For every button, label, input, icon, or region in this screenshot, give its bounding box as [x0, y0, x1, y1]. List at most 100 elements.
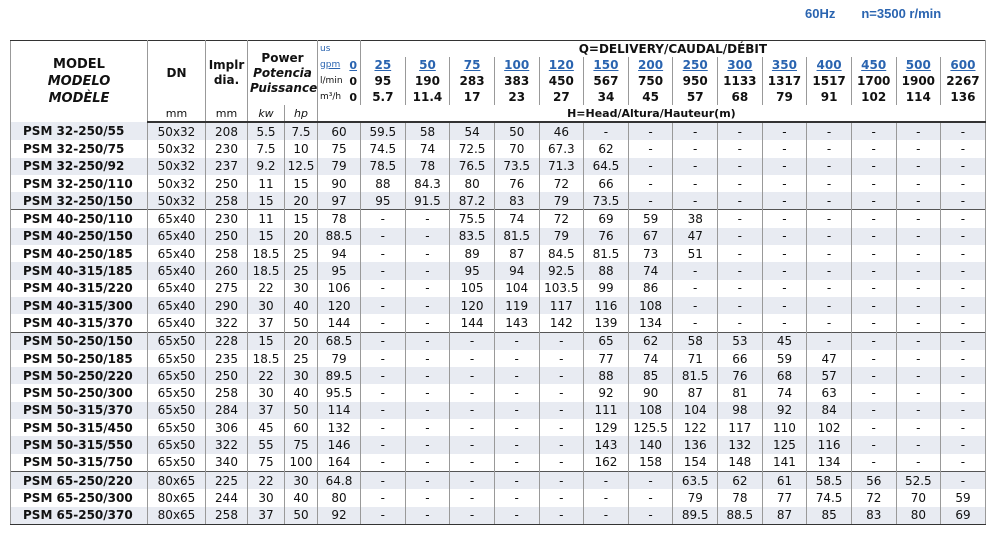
- flow-row: l/min 0 95 190 283 383 450 567 750 950 1133 1317 151…: [11, 73, 986, 89]
- head-value: 74: [627, 349, 674, 368]
- flow-value: 23: [493, 89, 540, 105]
- head-value: 122: [672, 419, 719, 437]
- head-value: 75.5: [449, 209, 495, 228]
- head-value: -: [940, 296, 986, 315]
- head-value: -: [583, 489, 629, 507]
- power-kw: 15: [247, 331, 285, 350]
- head-value: -: [404, 296, 451, 315]
- head-value: -: [404, 314, 451, 333]
- head-value: 87.2: [449, 192, 495, 210]
- power-hp: 20: [283, 227, 319, 246]
- head-value: -: [360, 314, 406, 333]
- head-value: 74.5: [360, 140, 406, 158]
- head-value: 89: [449, 245, 495, 263]
- dn: 65x50: [147, 331, 206, 350]
- head-value: 79: [317, 157, 362, 175]
- head-value: -: [850, 367, 897, 385]
- head-value: -: [895, 262, 942, 280]
- head-value: 69: [583, 209, 629, 228]
- flow-value: 0: [349, 90, 358, 104]
- impeller-dia: 258: [205, 506, 248, 525]
- flow-title: Q=DELIVERY/CAUDAL/DÉBIT: [360, 40, 986, 57]
- head-value: 158: [627, 453, 674, 472]
- flow-value: 200: [627, 57, 674, 73]
- head-value: 143: [583, 436, 629, 454]
- head-value: -: [761, 296, 808, 315]
- head-value: -: [850, 331, 897, 350]
- head-value: 94: [493, 262, 540, 280]
- power-header: Power Potencia Puissance: [246, 40, 319, 105]
- flow-value: 0: [349, 74, 358, 88]
- head-value: -: [360, 506, 406, 525]
- head-value: -: [940, 227, 986, 246]
- pump-row: PSM 50-315/370 65x50 284 37 50 114- - - - -111 108…: [10, 401, 986, 420]
- impeller-dia: 258: [205, 245, 248, 263]
- head-value: -: [850, 227, 897, 246]
- impeller-dia: 237: [205, 157, 248, 175]
- head-value: -: [672, 192, 719, 210]
- head-value: 110: [761, 419, 808, 437]
- power-label: Potencia: [253, 65, 312, 80]
- flow-value: 34: [583, 89, 629, 105]
- impeller-dia: 260: [205, 262, 248, 280]
- flow-value: 45: [627, 89, 674, 105]
- head-value: 80: [449, 174, 495, 193]
- impeller-dia: 275: [205, 279, 248, 297]
- head-value: 76: [717, 367, 763, 385]
- flow-value: 190: [404, 73, 451, 89]
- head-title: H=Head/Altura/Hauteur(m): [317, 105, 986, 123]
- head-value: -: [940, 262, 986, 280]
- head-value: 116: [583, 296, 629, 315]
- model: PSM 40-250/110: [10, 209, 148, 228]
- model: PSM 50-315/550: [10, 436, 148, 454]
- head-value: 144: [317, 314, 362, 333]
- head-value: -: [895, 367, 942, 385]
- head-value: -: [895, 140, 942, 158]
- power-hp: 60: [283, 419, 319, 437]
- head-value: 108: [627, 401, 674, 420]
- model-label: MODÈLE: [48, 91, 110, 106]
- model: PSM 65-250/300: [10, 489, 148, 507]
- head-value: 73.5: [493, 157, 540, 175]
- flow-label-cell: gpm 0: [317, 57, 362, 73]
- impeller-header: Implr dia.: [205, 40, 248, 105]
- flow-label-cell: l/min 0: [317, 73, 362, 89]
- pump-row: PSM 40-315/220 65x40 275 22 30 106- -105 104 103…: [10, 279, 986, 297]
- dn: 65x50: [147, 436, 206, 454]
- head-value: 119: [493, 296, 540, 315]
- head-value: -: [538, 453, 585, 472]
- power-kw: 30: [247, 489, 285, 507]
- head-value: 77: [761, 489, 808, 507]
- head-value: -: [895, 296, 942, 315]
- head-value: -: [761, 262, 808, 280]
- flow-value: 283: [449, 73, 495, 89]
- power-kw: 11: [247, 209, 285, 228]
- head-value: 76.5: [449, 157, 495, 175]
- flow-value: 91: [806, 89, 852, 105]
- head-value: -: [360, 245, 406, 263]
- head-value: 77: [583, 349, 629, 368]
- head-value: 67: [627, 227, 674, 246]
- head-value: -: [806, 227, 852, 246]
- dn: 65x50: [147, 367, 206, 385]
- pump-row: PSM 50-250/220 65x50 250 22 30 89.5- - - - -88 85 8…: [10, 367, 986, 385]
- flow-value: 1700: [850, 73, 897, 89]
- flow-value: 17: [449, 89, 495, 105]
- flow-value: 102: [850, 89, 897, 105]
- head-value: -: [850, 174, 897, 193]
- head-value: -: [627, 192, 674, 210]
- head-value: -: [717, 209, 763, 228]
- flow-value: 350: [761, 57, 808, 73]
- head-value: -: [360, 331, 406, 350]
- head-value: 95: [449, 262, 495, 280]
- impeller-dia: 284: [205, 401, 248, 420]
- flow-value: 75: [449, 57, 495, 73]
- head-value: -: [895, 279, 942, 297]
- head-value: 70: [895, 489, 942, 507]
- dn: 65x40: [147, 262, 206, 280]
- head-value: 139: [583, 314, 629, 333]
- impeller-dia: 250: [205, 367, 248, 385]
- flow-value: 100: [493, 57, 540, 73]
- head-value: -: [895, 122, 942, 141]
